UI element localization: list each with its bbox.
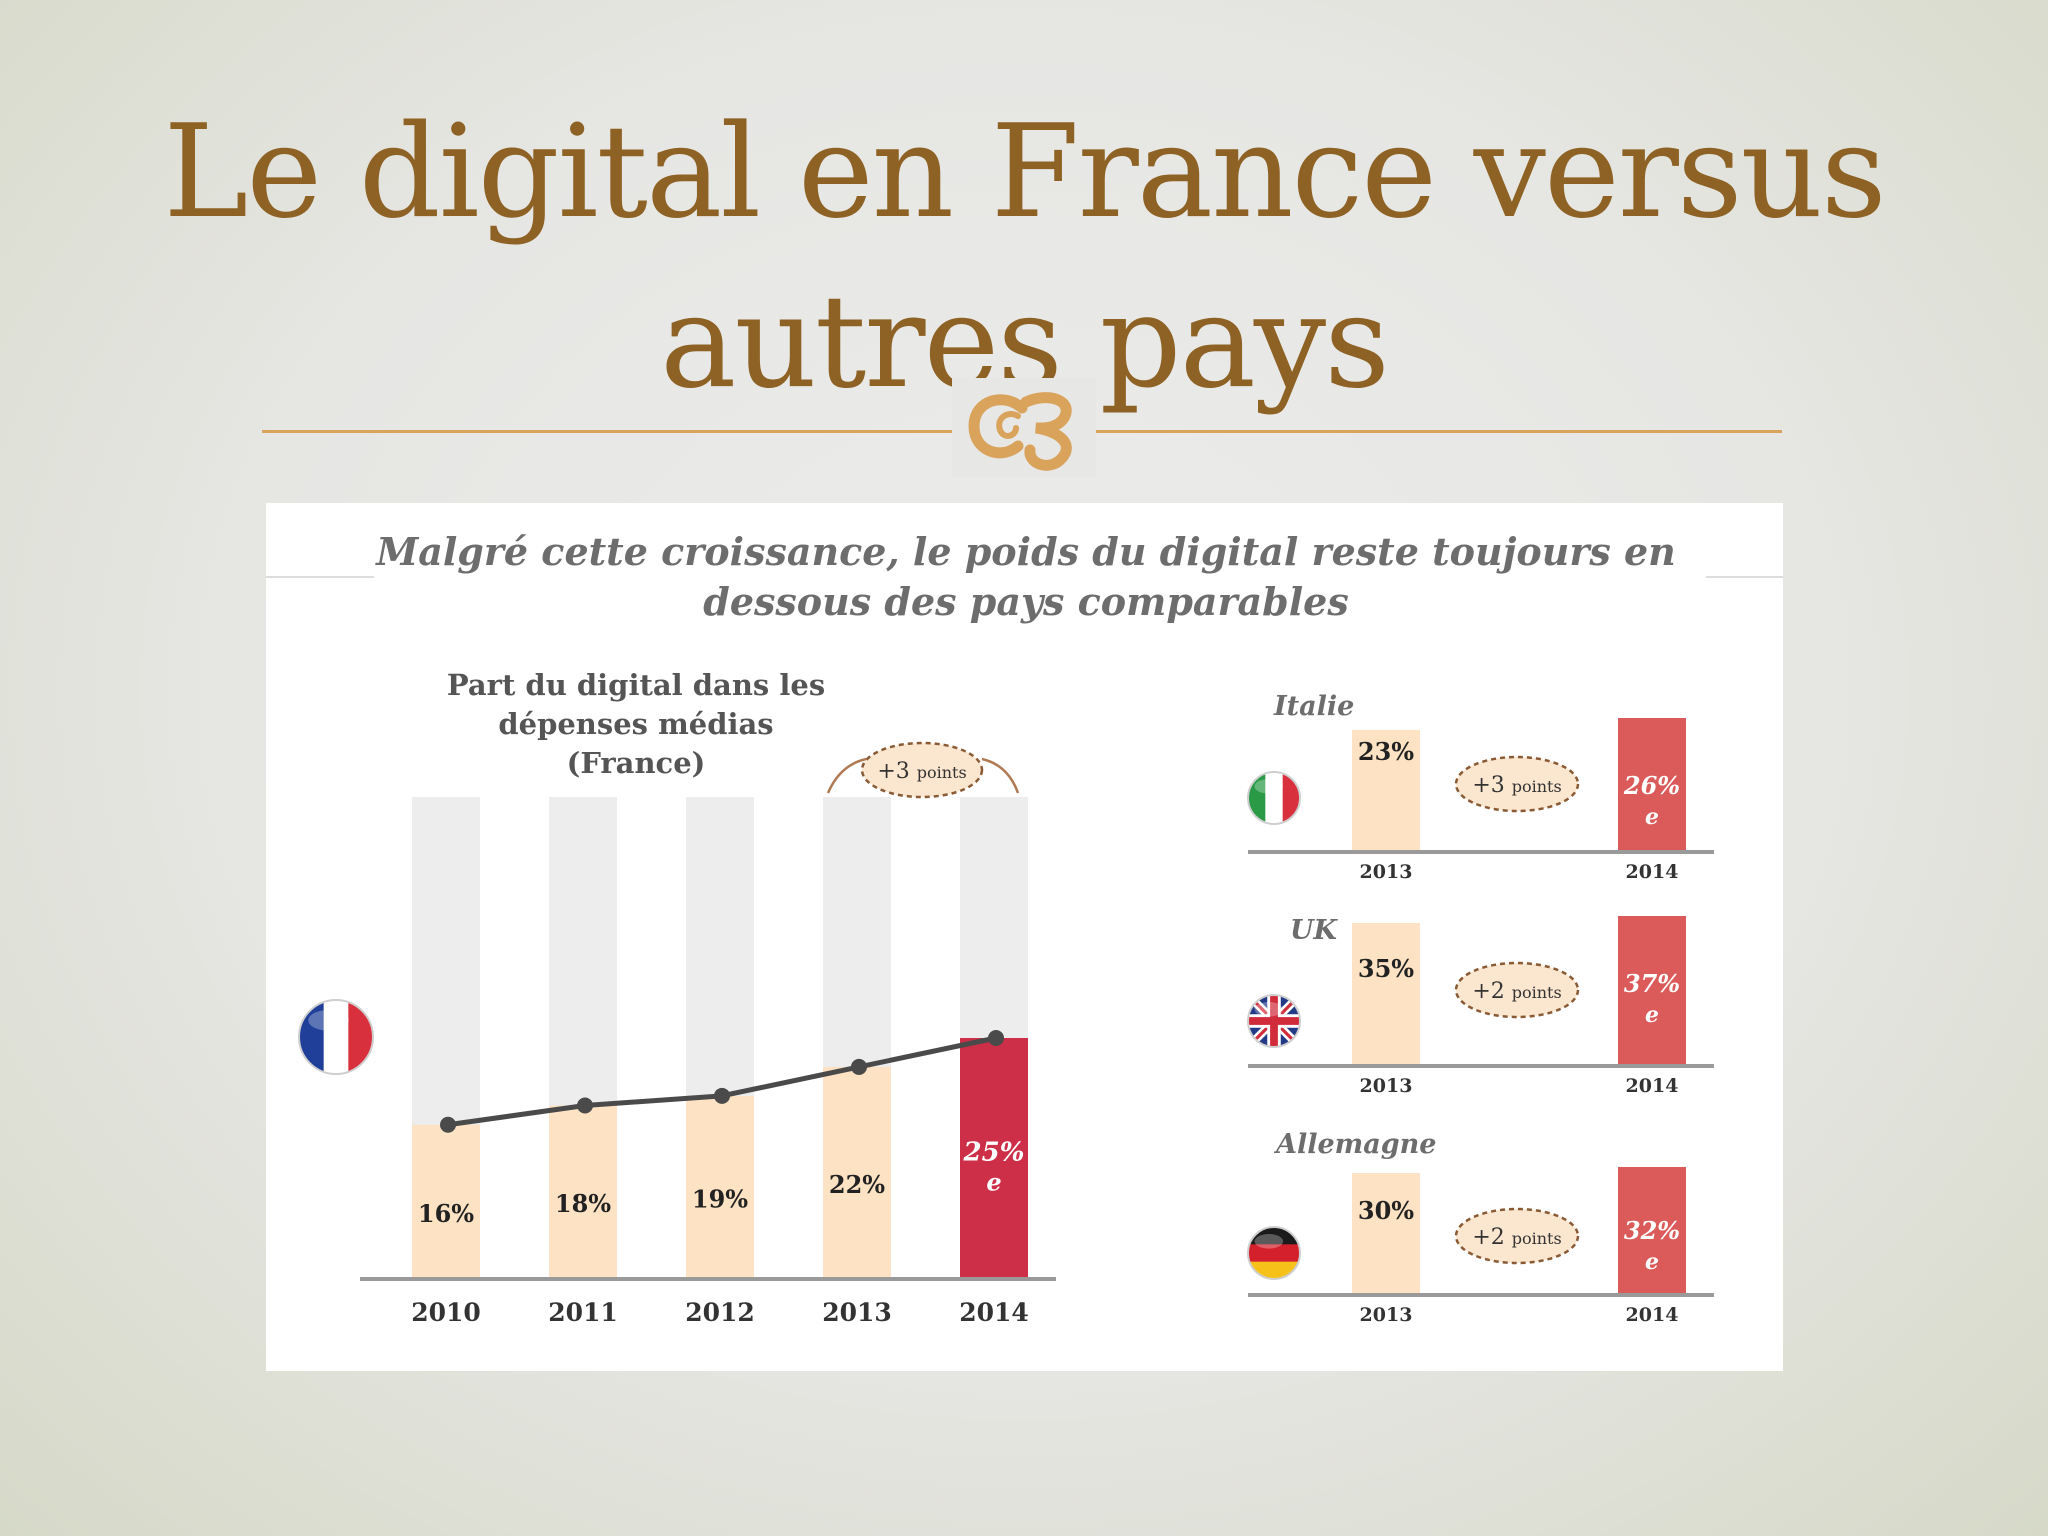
germany-flag-stripe (1248, 1244, 1300, 1263)
italy-flag-rim (1247, 771, 1301, 825)
italie-bar (1352, 730, 1420, 852)
france-chart-title-line2: (France) (566, 746, 706, 780)
slide-title-line1: Le digital en France versus (163, 98, 1886, 247)
france-bar (549, 1105, 617, 1279)
allemagne-estimate-marker: e (1645, 1249, 1659, 1275)
france-trend-point (988, 1030, 1004, 1046)
subtitle-line1: Malgré cette croissance, le poids du dig… (376, 529, 1676, 574)
chart-subtitle: Malgré cette croissance, le poids du dig… (376, 527, 1676, 627)
uk-flag-stripes (1248, 995, 1300, 1047)
ornament-icon (952, 378, 1096, 478)
italy-flag-stripe (1248, 772, 1267, 824)
france-flag-icon (298, 999, 374, 1075)
uk-bar (1618, 916, 1686, 1066)
germany-flag-gloss (1254, 1234, 1284, 1249)
italie-data-label: 23% (1358, 737, 1414, 766)
france-data-label: 18% (555, 1189, 611, 1218)
chart-card: Malgré cette croissance, le poids du dig… (266, 503, 1783, 1371)
italie-points-badge-label: +3 points (1472, 773, 1561, 798)
uk-flag-cross-red (1248, 1017, 1300, 1025)
allemagne-bar (1352, 1173, 1420, 1295)
germany-flag-rim (1247, 1226, 1301, 1280)
italie-bar (1618, 718, 1686, 852)
france-points-badge-unit: points (917, 763, 967, 782)
france-bar (412, 1124, 480, 1279)
subtitle-line2: dessous des pays comparables (703, 579, 1349, 624)
allemagne-tick-label: 2013 (1360, 1304, 1413, 1326)
italy-flag-gloss (1254, 779, 1284, 794)
italie-estimate-marker: e (1645, 804, 1659, 830)
uk-estimate-marker: e (1645, 1002, 1659, 1028)
france-tick-label: 2011 (548, 1298, 618, 1327)
france-estimate-marker: e (986, 1168, 1001, 1197)
italie-points-badge-unit: points (1512, 777, 1562, 796)
italie-tick-label: 2013 (1360, 861, 1413, 883)
allemagne-bar (1618, 1167, 1686, 1295)
italie-flag-icon (1247, 771, 1301, 825)
france-flag-stripe (323, 1000, 350, 1074)
france-bar (960, 1038, 1028, 1279)
uk-data-label: 35% (1358, 954, 1414, 983)
italy-label: Italie (1274, 691, 1355, 722)
subtitle-rule-right (1706, 576, 1783, 578)
italie-points-badge-value: +3 (1472, 773, 1511, 798)
france-points-badge-label: +3 points (877, 759, 966, 784)
germany-flag-stripe (1248, 1227, 1300, 1246)
uk-points-badge-value: +2 (1472, 979, 1511, 1004)
uk-tick-label: 2014 (1626, 1075, 1679, 1097)
allemagne-data-label: 32% (1624, 1216, 1680, 1245)
france-trend-point (577, 1097, 593, 1114)
allemagne-flag-icon (1247, 1226, 1301, 1280)
allemagne-tick-label: 2014 (1626, 1304, 1679, 1326)
france-tick-label: 2013 (822, 1298, 892, 1327)
allemagne-points-badge-label: +2 points (1472, 1225, 1561, 1250)
uk-flag-gloss (1254, 1002, 1284, 1017)
france-data-label: 22% (829, 1170, 885, 1199)
france-data-label: 25% (963, 1138, 1025, 1168)
france-tick-label: 2014 (959, 1298, 1029, 1327)
france-chart-title-line1: Part du digital dans les dépenses médias (446, 668, 826, 741)
france-trend-point (440, 1116, 456, 1133)
france-bar (686, 1095, 754, 1279)
italie-tick-label: 2014 (1626, 861, 1679, 883)
italie-points-badge-shape (1454, 755, 1580, 813)
france-tick-label: 2012 (685, 1298, 755, 1327)
uk-flag-rim (1247, 994, 1301, 1048)
slide-title: Le digital en France versus autres pays (0, 88, 2048, 428)
italy-flag-stripe (1265, 772, 1284, 824)
france-flag-gloss (308, 1009, 349, 1031)
france-data-label: 19% (692, 1184, 748, 1213)
uk-points-badge-shape (1454, 961, 1580, 1019)
uk-data-label: 37% (1624, 969, 1680, 998)
france-trend-point (714, 1087, 730, 1104)
uk-points-badge-label: +2 points (1472, 979, 1561, 1004)
allemagne-data-label: 30% (1358, 1196, 1414, 1225)
france-points-badge-value: +3 (877, 759, 916, 784)
italie-data-label: 26% (1623, 771, 1680, 800)
france-points-badge: +3 points (860, 741, 984, 799)
france-bar (823, 1066, 891, 1279)
allemagne-points-badge: +2 points (1454, 1207, 1580, 1265)
france-flag-rim (298, 999, 374, 1075)
france-trend-point (851, 1058, 867, 1075)
france-tick-label: 2010 (411, 1298, 481, 1327)
uk-flag-icon (1247, 994, 1301, 1048)
allemagne-points-badge-shape (1454, 1207, 1580, 1265)
uk-bar (1352, 923, 1420, 1066)
italie-points-badge: +3 points (1454, 755, 1580, 813)
allemagne-points-badge-value: +2 (1472, 1225, 1511, 1250)
france-annotation-bracket (826, 757, 1020, 794)
uk-points-badge-unit: points (1512, 983, 1562, 1002)
germany-label: Allemagne (1276, 1129, 1437, 1160)
allemagne-points-badge-unit: points (1512, 1229, 1562, 1248)
france-points-badge-shape (860, 741, 984, 799)
subtitle-rule-left (266, 576, 374, 578)
uk-points-badge: +2 points (1454, 961, 1580, 1019)
uk-label: UK (1290, 915, 1338, 946)
france-data-label: 16% (418, 1199, 474, 1228)
uk-tick-label: 2013 (1360, 1075, 1413, 1097)
france-chart-title: Part du digital dans les dépenses médias… (386, 666, 886, 783)
